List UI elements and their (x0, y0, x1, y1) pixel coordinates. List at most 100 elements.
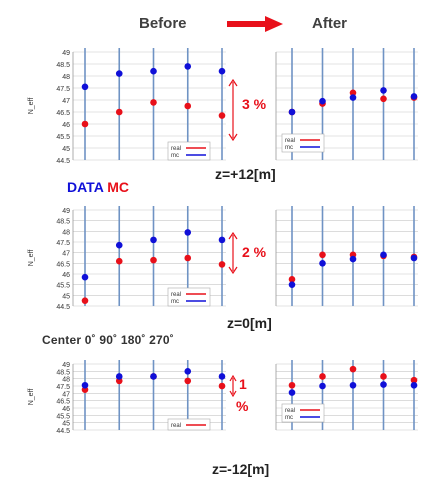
diff-label-z12: 3 % (242, 96, 267, 112)
point-mc (410, 93, 418, 100)
legend-label-real: real (171, 292, 181, 298)
legend-label-mc: mc (285, 145, 293, 151)
point-mc (81, 273, 89, 281)
chart-after-z0 (275, 206, 418, 307)
point-mc (319, 382, 326, 390)
y-tick-label: 49 (62, 208, 70, 215)
point-mc (150, 236, 157, 244)
diff-label-zm12: 1 (239, 376, 247, 392)
point-mc (349, 381, 357, 389)
point-mc (218, 67, 226, 75)
point-mc (319, 97, 326, 105)
data-mc-legend: DATA MC (67, 179, 129, 195)
y-tick-label: 48 (62, 377, 70, 384)
y-tick-label: 48 (62, 74, 70, 81)
y-tick-label: 45.5 (56, 413, 70, 420)
point-real (410, 376, 418, 384)
y-tick-label: 45.5 (56, 283, 70, 290)
point-real (81, 120, 89, 128)
point-real (150, 256, 157, 264)
legend-label-real: real (285, 408, 295, 414)
diff-arrow-zm12-icon (229, 375, 237, 397)
y-tick-label: 45 (62, 293, 70, 300)
legend-label-mc: mc (171, 299, 179, 305)
legend-data-label: DATA (67, 179, 104, 195)
y-tick-label: 49 (62, 50, 70, 57)
y-tick-label: 48.5 (56, 369, 70, 376)
diff-arrow-z0-icon (228, 232, 238, 274)
point-real (184, 254, 192, 262)
y-tick-label: 47.5 (56, 240, 70, 247)
z-label-zero: z=0[m] (227, 315, 272, 331)
y-tick-label: 45 (62, 146, 70, 153)
y-tick-label: 47.5 (56, 384, 70, 391)
legend-mc-label: MC (107, 179, 129, 195)
angle-row: Center 0˚ 90˚ 180˚ 270˚ (42, 333, 174, 347)
y-tick-label: 44.5 (56, 158, 70, 164)
point-mc (81, 83, 89, 91)
point-mc (410, 381, 418, 389)
y-tick-label: 47 (62, 98, 70, 105)
point-mc (184, 229, 192, 236)
point-mc (380, 251, 387, 259)
y-tick-label: 48 (62, 229, 70, 236)
y-axis-label: N_eff (28, 98, 35, 115)
point-real (184, 377, 192, 385)
y-tick-label: 46.5 (56, 110, 70, 117)
point-real (349, 89, 357, 97)
point-mc (184, 368, 192, 375)
chart-before-z12: 44.5 45 45.5 46 46.5 47 47.5 48 48.5 49 N_effrealm… (28, 48, 226, 164)
legend-label-mc: mc (171, 153, 179, 159)
y-tick-label: 45.5 (56, 134, 70, 141)
legend-label-real: real (171, 423, 181, 429)
legend-label-real: real (171, 146, 181, 152)
y-tick-label: 48.5 (56, 219, 70, 226)
y-tick-label: 45 (62, 421, 70, 428)
point-real (349, 365, 357, 373)
point-mc (380, 381, 387, 388)
point-mc (288, 281, 296, 288)
point-real (218, 382, 226, 390)
point-mc (115, 70, 123, 77)
point-real (218, 261, 226, 268)
y-tick-label: 46 (62, 406, 70, 413)
y-axis-label: N_eff (28, 389, 35, 406)
diff-label-z0: 2 % (242, 244, 267, 260)
y-tick-label: 47 (62, 391, 70, 398)
chart-before-z0: 44.5 45 45.5 46 46.5 47 47.5 48 48.5 49 N_effrealm… (28, 206, 226, 310)
point-real (218, 112, 226, 119)
diff-arrow-z12-icon (228, 78, 238, 142)
legend-label-mc: mc (285, 415, 293, 421)
point-mc (150, 373, 157, 380)
red-arrow-right-icon (227, 16, 283, 32)
point-mc (288, 389, 296, 396)
point-real (115, 108, 123, 116)
point-mc (349, 255, 357, 263)
point-mc (218, 373, 226, 380)
point-real (288, 381, 296, 389)
y-tick-label: 46 (62, 122, 70, 129)
before-header: Before (139, 15, 187, 32)
y-tick-label: 44.5 (56, 428, 70, 434)
point-real (380, 95, 387, 103)
legend-label-real: real (285, 138, 295, 144)
z-label-plus12: z=+12[m] (215, 166, 276, 182)
point-mc (380, 87, 387, 94)
point-mc (349, 94, 357, 101)
y-tick-label: 47.5 (56, 86, 70, 93)
point-real (81, 297, 89, 304)
point-mc (81, 381, 89, 389)
point-mc (115, 373, 123, 380)
diff-label-zm12-unit: % (236, 398, 249, 414)
point-mc (410, 254, 418, 262)
point-real (288, 276, 296, 283)
y-tick-label: 48.5 (56, 62, 70, 69)
point-real (380, 373, 387, 380)
point-mc (319, 260, 326, 267)
point-mc (218, 236, 226, 244)
y-axis-label: N_eff (28, 250, 35, 267)
y-tick-label: 46.5 (56, 399, 70, 406)
